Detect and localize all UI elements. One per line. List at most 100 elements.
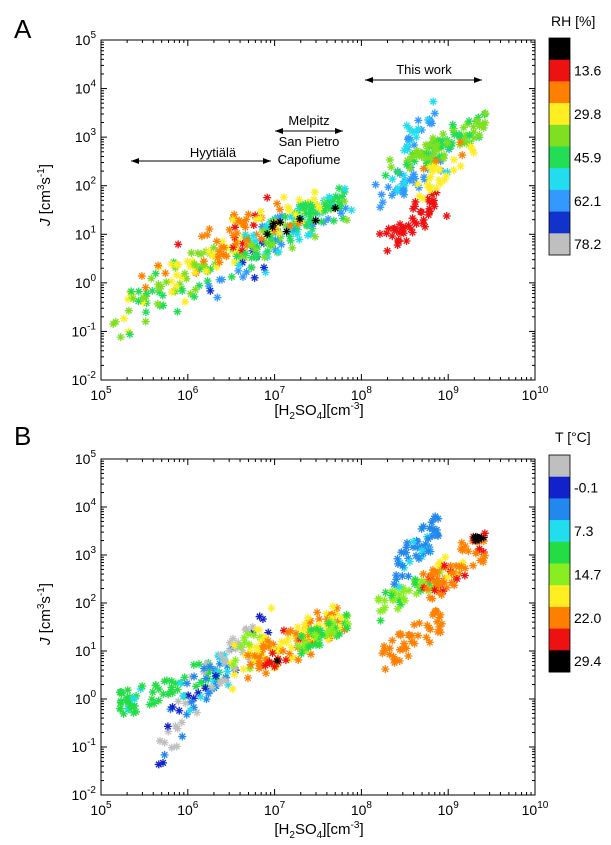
data-point [235, 216, 244, 225]
data-point [180, 297, 189, 306]
data-point [276, 234, 285, 243]
data-point [176, 679, 185, 688]
data-point [262, 656, 271, 665]
data-point [309, 195, 318, 204]
data-point [423, 144, 432, 153]
data-point [393, 184, 402, 193]
data-point [265, 658, 274, 667]
data-point [304, 643, 313, 652]
data-point [250, 273, 259, 282]
data-point [306, 208, 315, 217]
data-point [153, 299, 162, 308]
data-point [295, 195, 304, 204]
colorbar-segment [549, 650, 570, 673]
data-point [412, 133, 421, 142]
data-point [221, 658, 230, 667]
data-point [238, 258, 247, 267]
colorbar-frame [548, 454, 571, 673]
data-point [213, 293, 222, 302]
data-point [423, 194, 432, 203]
x-axis-label: [H2SO4][cm-3] [274, 820, 363, 841]
colorbar-segment [549, 455, 570, 478]
data-point [167, 277, 176, 286]
panel-a: A J [cm3s-1] [H2SO4][cm-3] RH [%] Hyytiä… [14, 13, 595, 422]
data-point [432, 568, 441, 577]
data-point [205, 662, 214, 671]
data-point [408, 228, 417, 237]
data-point [271, 227, 280, 236]
colorbar-segment [549, 146, 570, 169]
data-point [247, 241, 256, 250]
data-point [202, 674, 211, 683]
plot-area-b: 105 106 107 108 109 1010 10-2 10-1 100 101 102 103 1… [72, 449, 602, 818]
data-point [183, 257, 192, 266]
data-point [186, 289, 195, 298]
data-point [414, 124, 423, 133]
data-point [266, 217, 275, 226]
data-point [339, 214, 348, 223]
data-point [424, 547, 433, 556]
colorbar-segment [549, 59, 570, 82]
data-point [129, 294, 138, 303]
tick-label: 105 [75, 449, 97, 467]
data-point [247, 263, 256, 272]
data-point [174, 240, 183, 249]
data-point [403, 538, 412, 547]
data-point [469, 134, 478, 143]
data-point [479, 123, 488, 132]
data-point [404, 221, 413, 230]
data-point [215, 247, 224, 256]
data-point [242, 267, 251, 276]
data-point [207, 683, 216, 692]
data-point [179, 691, 188, 700]
data-point [428, 524, 437, 533]
data-point [167, 677, 176, 686]
data-point [446, 561, 455, 570]
data-point [304, 630, 313, 639]
data-point [335, 184, 344, 193]
data-point [184, 691, 193, 700]
colorbar-segment [549, 585, 570, 608]
data-point [475, 544, 484, 553]
data-point [119, 709, 128, 718]
data-point [426, 186, 435, 195]
data-point [203, 277, 212, 286]
data-point [274, 247, 283, 256]
chart-layer: 105 106 107 108 109 1010 10-2 10-1 100 101 102 103 1… [72, 30, 602, 818]
data-point [213, 668, 222, 677]
data-point [244, 651, 253, 660]
data-point [449, 166, 458, 175]
data-point [452, 574, 461, 583]
data-point [437, 578, 446, 587]
data-point [404, 651, 413, 660]
data-point [407, 225, 416, 234]
colorbar-tick-label: 29.4 [574, 653, 601, 669]
panel-label: B [14, 421, 31, 451]
data-point [138, 682, 147, 691]
data-point [171, 722, 180, 731]
data-point [398, 645, 407, 654]
colorbar: 13.6 29.8 45.9 62.1 78.2 [548, 37, 601, 256]
data-point [147, 695, 156, 704]
data-point [464, 547, 473, 556]
data-point [430, 150, 439, 159]
data-point [241, 230, 250, 239]
data-point [408, 127, 417, 136]
arrowhead-left [131, 158, 139, 164]
data-point [423, 532, 432, 541]
tick-label: 106 [177, 385, 199, 403]
data-point [399, 229, 408, 238]
data-point [340, 625, 349, 634]
data-point [132, 691, 141, 700]
data-point [277, 637, 286, 646]
data-point [436, 568, 445, 577]
data-point [392, 575, 401, 584]
data-point [295, 215, 304, 224]
data-point [190, 268, 199, 277]
data-point [447, 569, 456, 578]
data-point [377, 190, 386, 199]
data-point [282, 638, 291, 647]
data-point [400, 596, 409, 605]
data-point [412, 219, 421, 228]
data-point [406, 154, 415, 163]
